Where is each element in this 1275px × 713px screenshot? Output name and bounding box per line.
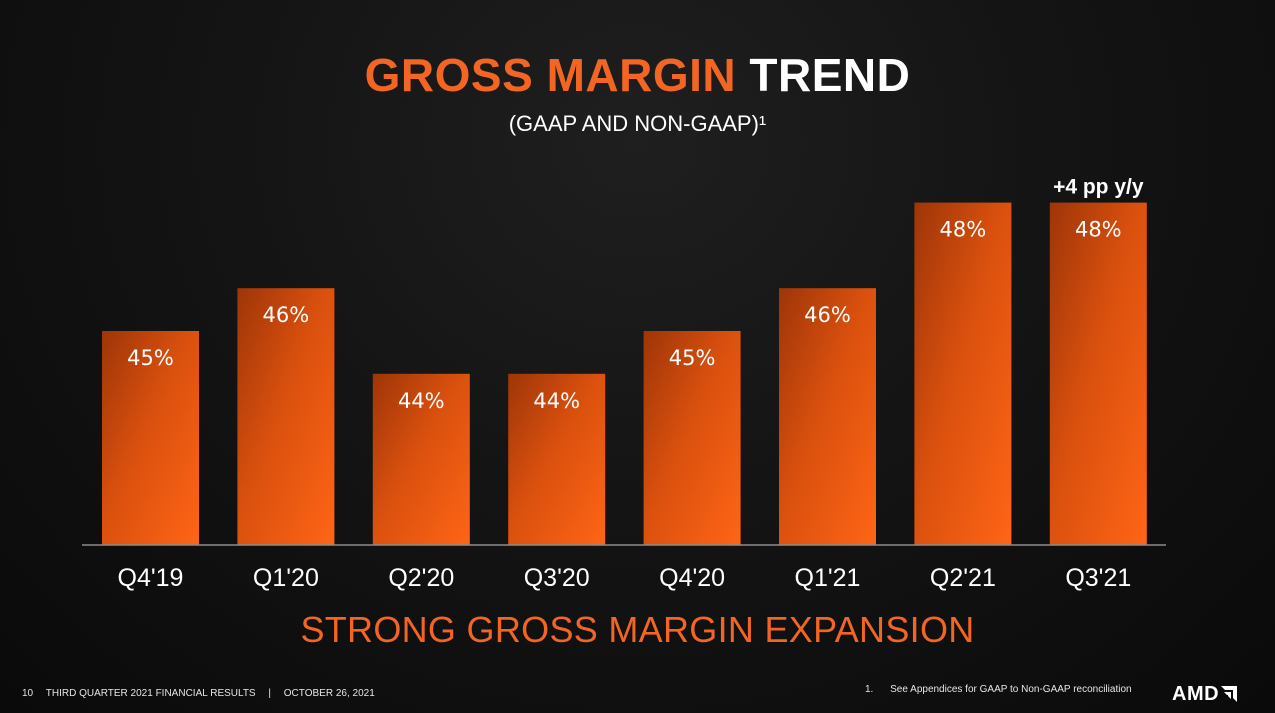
category-label: Q4'20 (659, 564, 725, 592)
bar-3 (508, 373, 606, 545)
footnote-text: See Appendices for GAAP to Non-GAAP reco… (890, 684, 1132, 695)
footnote-number: 1. (865, 684, 874, 695)
title-accent: GROSS MARGIN (364, 49, 737, 101)
category-label: Q1'21 (795, 564, 861, 592)
bar-6 (914, 202, 1012, 545)
bar-value-label: 44% (533, 389, 580, 413)
slide-subtitle: (GAAP AND NON-GAAP)¹ (508, 111, 767, 136)
bars-layer (102, 202, 1147, 545)
logo-text: AMD (1172, 683, 1220, 705)
bar-value-label: 48% (1075, 218, 1122, 242)
slide-title: GROSS MARGIN TREND (0, 48, 1275, 102)
bar-value-label: 45% (669, 346, 716, 370)
bar-value-label: 44% (398, 389, 445, 413)
bar-value-label: 46% (804, 303, 851, 327)
page-number: 10 (22, 688, 34, 699)
bar-value-label: 46% (263, 303, 310, 327)
category-label: Q3'20 (524, 564, 590, 592)
bar-5 (779, 288, 876, 545)
category-label: Q2'21 (930, 564, 996, 592)
bar-0 (102, 331, 199, 545)
bar-2 (372, 373, 470, 545)
title-plain: TREND (749, 49, 911, 101)
amd-arrow-icon (1221, 686, 1238, 702)
category-label: Q4'19 (118, 564, 184, 592)
bar-value-label: 45% (127, 346, 174, 370)
footnote: 1. See Appendices for GAAP to Non-GAAP r… (865, 683, 1132, 697)
report-title: THIRD QUARTER 2021 FINANCIAL RESULTS (45, 688, 256, 699)
footer-separator: | (268, 688, 271, 699)
bar-4 (643, 331, 741, 545)
category-label: Q1'20 (253, 564, 319, 592)
category-label: Q3'21 (1065, 564, 1131, 592)
amd-logo: AMD (1172, 682, 1238, 706)
category-label: Q2'20 (388, 564, 454, 592)
yoy-annotation: +4 pp y/y (1053, 176, 1144, 199)
footer: 10 THIRD QUARTER 2021 FINANCIAL RESULTS … (22, 687, 385, 701)
report-date: OCTOBER 26, 2021 (283, 688, 375, 699)
bar-1 (237, 288, 335, 545)
bar-value-label: 48% (940, 218, 987, 242)
labels-layer: 45% Q4'19 46% Q1'20 44% Q2'20 44% Q3'20 45% Q4'20… (118, 176, 1144, 592)
bar-7 (1049, 202, 1147, 545)
gross-margin-bar-chart: 45% Q4'19 46% Q1'20 44% Q2'20 44% Q3'20 45% Q4'20… (82, 176, 1166, 592)
tagline: STRONG GROSS MARGIN EXPANSION (300, 609, 975, 650)
